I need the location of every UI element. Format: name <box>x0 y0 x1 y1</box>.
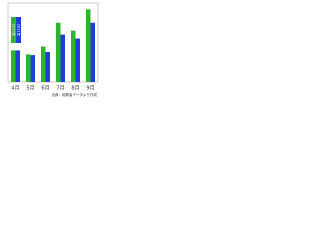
x-tick-label: 5月 <box>26 86 34 92</box>
bar <box>30 55 35 82</box>
source: 出典：総務省データより作成 <box>52 92 98 97</box>
x-tick-label: 7月 <box>56 86 64 92</box>
bar <box>41 46 46 82</box>
legend-label: 2010年 <box>12 24 17 37</box>
bar <box>56 22 61 82</box>
legend-swatch <box>16 17 21 43</box>
legend-swatch <box>11 17 16 43</box>
legend-label: 2011年 <box>17 24 22 37</box>
bar <box>60 34 65 82</box>
bar <box>71 30 76 82</box>
x-tick-label: 8月 <box>71 86 79 92</box>
chart: 出典：総務省データより作成 4月 5月 6月 7月 8月 9月 2010年 2011年 <box>7 2 99 97</box>
x-tick-label: 4月 <box>11 86 19 92</box>
bar <box>75 38 80 82</box>
bar <box>86 9 91 82</box>
x-tick-label: 6月 <box>41 86 49 92</box>
bar <box>45 51 50 82</box>
bar <box>90 22 95 82</box>
plot-area <box>7 2 99 83</box>
bar <box>26 54 31 82</box>
page: {"chart_data":{"type":"bar","categories"… <box>0 0 320 100</box>
bar <box>11 50 16 82</box>
x-tick-label: 9月 <box>86 86 94 92</box>
bar <box>15 50 20 82</box>
